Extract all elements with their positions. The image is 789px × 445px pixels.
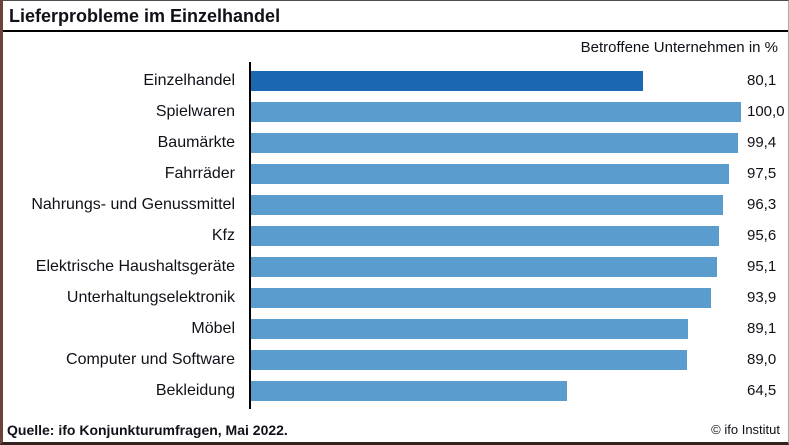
- bar-row: Baumärkte 99,4: [3, 127, 788, 158]
- bar-value-label: 89,0: [747, 351, 777, 368]
- bar-track: [251, 225, 741, 246]
- title-divider: [3, 30, 788, 32]
- bar-track: [251, 318, 741, 339]
- bar: [251, 380, 568, 401]
- bar-value-label: 100,0: [747, 103, 785, 120]
- bar: [251, 70, 644, 91]
- bar-row: Kfz 95,6: [3, 220, 788, 251]
- bar-row: Fahrräder 97,5: [3, 158, 788, 189]
- y-axis-line: [249, 62, 251, 409]
- bar-category-label: Fahrräder: [164, 164, 235, 182]
- bar-track: [251, 163, 741, 184]
- bar-track: [251, 70, 741, 91]
- bar-track: [251, 132, 741, 153]
- page-title: Lieferprobleme im Einzelhandel: [9, 6, 281, 26]
- bar-category-label: Computer und Software: [66, 350, 235, 368]
- bar-row: Spielwaren 100,0: [3, 96, 788, 127]
- bar: [251, 225, 720, 246]
- bar: [251, 163, 729, 184]
- bar-row: Computer und Software 89,0: [3, 344, 788, 375]
- bar: [251, 256, 717, 277]
- bar-value-label: 95,1: [747, 258, 777, 275]
- bar-category-label: Spielwaren: [155, 102, 235, 120]
- bar-chart: Einzelhandel 80,1 Spielwaren 100,0 Baumärkte…: [3, 62, 788, 409]
- bar-category-label: Elektrische Haushaltsgeräte: [35, 257, 235, 275]
- bar-value-label: 96,3: [747, 196, 777, 213]
- bar-track: [251, 194, 741, 215]
- bar: [251, 349, 688, 370]
- bar-row: Nahrungs- und Genussmittel 96,3: [3, 189, 788, 220]
- bar: [251, 132, 739, 153]
- bar-track: [251, 349, 741, 370]
- bar-category-label: Bekleidung: [155, 381, 235, 399]
- bar-value-label: 80,1: [747, 72, 777, 89]
- bar-track: [251, 287, 741, 308]
- bar-track: [251, 256, 741, 277]
- bar-category-label: Nahrungs- und Genussmittel: [31, 195, 235, 213]
- bar-row: Einzelhandel 80,1: [3, 65, 788, 96]
- bar-value-label: 99,4: [747, 134, 777, 151]
- bar-category-label: Baumärkte: [157, 133, 235, 151]
- copyright-note: © ifo Institut: [711, 422, 780, 437]
- bar-row: Elektrische Haushaltsgeräte 95,1: [3, 251, 788, 282]
- bar-value-label: 93,9: [747, 289, 777, 306]
- bar-category-label: Einzelhandel: [143, 71, 235, 89]
- bar-category-label: Möbel: [191, 319, 235, 337]
- bar-value-label: 89,1: [747, 320, 777, 337]
- bar-row: Bekleidung 64,5: [3, 375, 788, 406]
- chart-subtitle: Betroffene Unternehmen in %: [580, 39, 778, 56]
- bar-value-label: 97,5: [747, 165, 777, 182]
- bar-track: [251, 101, 741, 122]
- bar-row: Unterhaltungselektronik 93,9: [3, 282, 788, 313]
- bar-value-label: 95,6: [747, 227, 777, 244]
- bar-track: [251, 380, 741, 401]
- bar: [251, 318, 688, 339]
- bar: [251, 194, 723, 215]
- bar-value-label: 64,5: [747, 382, 777, 399]
- bar-category-label: Unterhaltungselektronik: [66, 288, 235, 306]
- bar-category-label: Kfz: [211, 226, 235, 244]
- source-note: Quelle: ifo Konjunkturumfragen, Mai 2022…: [7, 422, 288, 438]
- bar: [251, 101, 741, 122]
- bar: [251, 287, 712, 308]
- bar-row: Möbel 89,1: [3, 313, 788, 344]
